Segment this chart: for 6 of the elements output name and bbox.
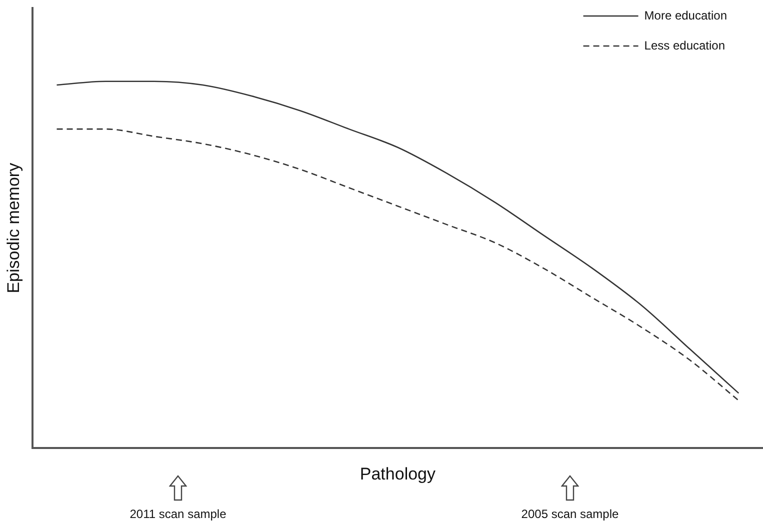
text: 2005 scan sample: [521, 507, 619, 521]
legend-label: More education: [644, 8, 727, 22]
y-axis-title: Episodic memory: [4, 162, 23, 294]
text: 2011 scan sample: [130, 507, 226, 521]
legend-label: Less education: [644, 38, 726, 52]
x-axis-title: Pathology: [360, 464, 436, 484]
